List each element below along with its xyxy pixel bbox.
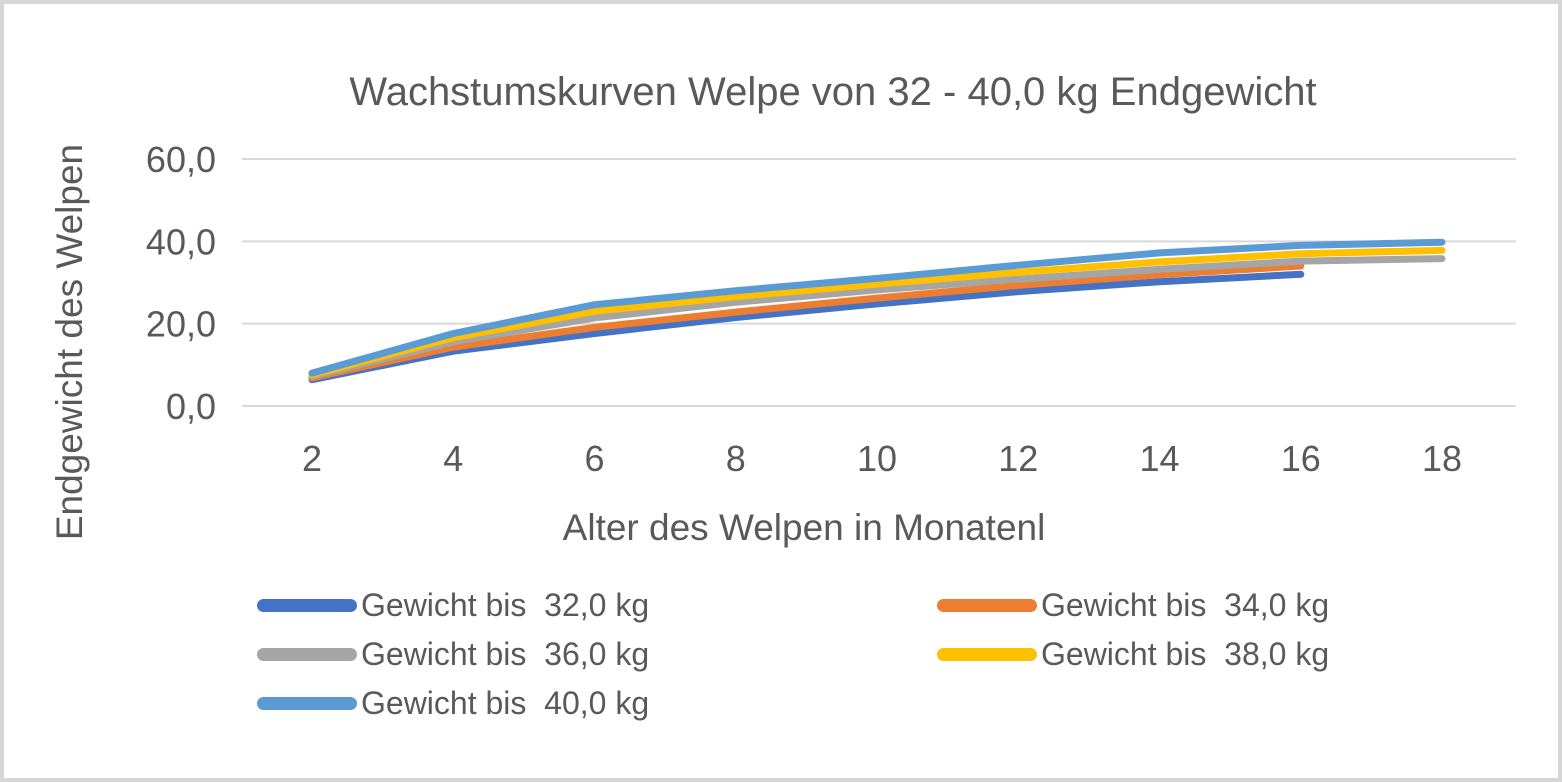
legend-swatch-40kg-icon — [257, 697, 357, 710]
series-line-4 — [308, 246, 1446, 379]
y-tick-label: 40,0 — [146, 221, 216, 262]
legend: Gewicht bis 32,0 kg Gewicht bis 34,0 kg … — [257, 581, 1558, 728]
y-tick-label: 0,0 — [166, 386, 216, 427]
legend-label-38kg: Gewicht bis 38,0 kg — [1041, 636, 1330, 672]
x-tick-label: 6 — [584, 438, 604, 479]
chart-title: Wachstumskurven Welpe von 32 - 40,0 kg E… — [349, 70, 1317, 114]
legend-swatch-36kg-icon — [257, 648, 357, 661]
series-line-3 — [308, 255, 1446, 380]
x-tick-label: 10 — [857, 438, 897, 479]
legend-swatch-38kg-icon — [937, 648, 1037, 661]
legend-swatch-34kg-icon — [937, 599, 1037, 612]
x-tick-label: 14 — [1139, 438, 1179, 479]
legend-label-36kg: Gewicht bis 36,0 kg — [361, 636, 650, 672]
plot-area: 0,0 20,0 40,0 60,0 2 4 6 8 10 12 14 16 18 — [146, 139, 1516, 479]
legend-item-36kg: Gewicht bis 36,0 kg — [257, 636, 937, 673]
x-tick-label: 16 — [1281, 438, 1321, 479]
x-axis-title: Alter des Welpen in Monatenl — [562, 507, 1046, 548]
legend-item-38kg: Gewicht bis 38,0 kg — [937, 636, 1558, 673]
x-tick-label: 2 — [302, 438, 322, 479]
legend-item-32kg: Gewicht bis 32,0 kg — [257, 587, 937, 624]
x-tick-label: 4 — [443, 438, 463, 479]
legend-label-34kg: Gewicht bis 34,0 kg — [1041, 587, 1330, 623]
x-tick-label: 12 — [998, 438, 1038, 479]
x-tick-label: 8 — [726, 438, 746, 479]
legend-swatch-32kg-icon — [257, 599, 357, 612]
series-line-2 — [308, 262, 1305, 382]
legend-item-40kg: Gewicht bis 40,0 kg — [257, 685, 937, 722]
series-line-1 — [308, 270, 1305, 384]
y-tick-label: 20,0 — [146, 304, 216, 345]
legend-label-32kg: Gewicht bis 32,0 kg — [361, 587, 650, 623]
x-tick-label: 18 — [1422, 438, 1462, 479]
series-line-5 — [308, 238, 1446, 377]
y-tick-label: 60,0 — [146, 139, 216, 180]
legend-item-34kg: Gewicht bis 34,0 kg — [937, 587, 1558, 624]
legend-label-40kg: Gewicht bis 40,0 kg — [361, 685, 650, 721]
